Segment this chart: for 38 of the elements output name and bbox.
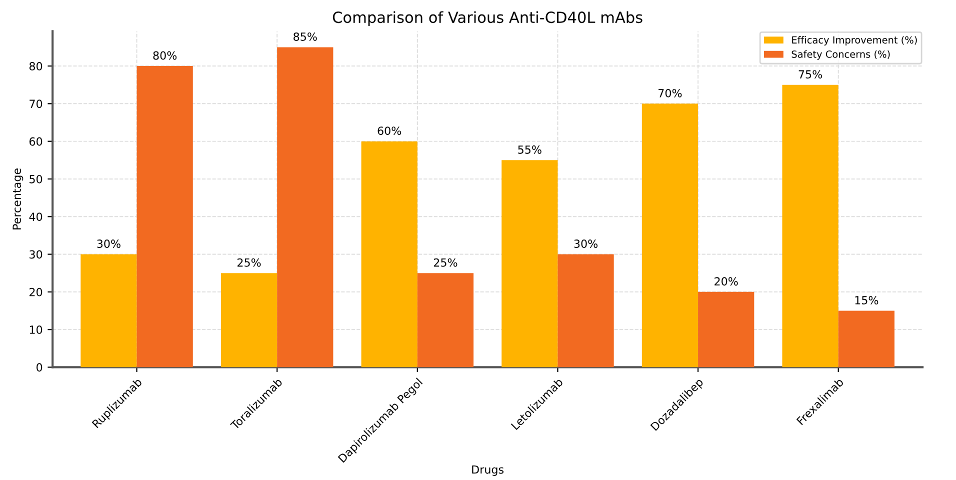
- y-tick-label: 70: [30, 100, 42, 108]
- data-label: 75%: [798, 70, 822, 79]
- data-label: 20%: [714, 277, 738, 286]
- bar: [220, 273, 278, 368]
- bar: [277, 47, 334, 368]
- bar: [80, 254, 137, 368]
- bar: [838, 310, 894, 368]
- bar: [698, 292, 754, 368]
- bar: [417, 273, 474, 368]
- y-tick-label: 80: [29, 62, 42, 70]
- data-label: 15%: [855, 296, 878, 304]
- legend-label: Safety Concerns (%): [792, 50, 890, 60]
- data-label: 25%: [237, 258, 261, 267]
- data-label: 60%: [378, 126, 402, 135]
- legend-label: Efficacy Improvement (%): [792, 36, 917, 46]
- y-tick-label: 10: [30, 326, 42, 334]
- bar: [782, 84, 838, 368]
- data-label: 30%: [97, 240, 120, 248]
- data-label: 80%: [153, 51, 177, 60]
- bar: [361, 141, 418, 368]
- data-label: 85%: [294, 32, 317, 41]
- y-tick-label: 0: [36, 363, 42, 372]
- y-tick-label: 60: [29, 137, 42, 146]
- bar: [642, 104, 698, 368]
- x-axis-title: Drugs: [472, 465, 504, 476]
- data-label: 25%: [434, 258, 458, 267]
- data-label: 55%: [518, 145, 542, 154]
- data-label: 70%: [658, 88, 682, 98]
- chart-title: Comparison of Various Anti-CD40L mAbs: [332, 11, 642, 26]
- y-axis-title: Percentage: [12, 168, 24, 230]
- y-tick-label: 20: [30, 288, 42, 296]
- y-tick-label: 40: [29, 212, 42, 221]
- bar: [136, 66, 193, 368]
- data-label: 30%: [574, 240, 598, 248]
- y-tick-label: 30: [30, 250, 42, 259]
- bar: [558, 254, 614, 368]
- y-tick-label: 50: [30, 174, 42, 184]
- bar: [502, 160, 558, 368]
